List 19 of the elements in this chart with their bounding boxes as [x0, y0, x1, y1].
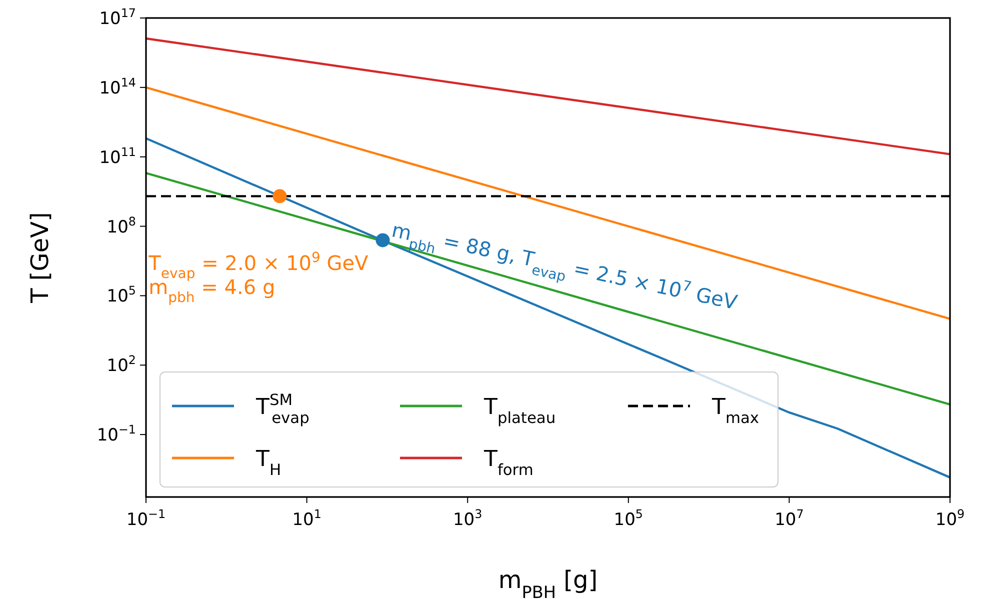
y-tick-label: 10$^{17}$ — [99, 6, 136, 29]
legend-label: T$_{max}$ — [711, 395, 759, 427]
x-tick-label: 10$^{5}$ — [614, 507, 644, 530]
x-tick-label: 10$^{7}$ — [774, 507, 804, 530]
x-tick-label: 10$^{1}$ — [292, 507, 322, 530]
y-tick-label: 10$^{5}$ — [106, 284, 136, 307]
y-tick-label: 10$^{11}$ — [99, 144, 136, 168]
y-axis-title: T [GeV] — [26, 212, 54, 304]
x-tick-label: 10$^{9}$ — [935, 507, 965, 530]
legend-label: T$_{plateau}$ — [483, 395, 556, 427]
x-tick-label: 10$^{−1}$ — [126, 507, 166, 530]
y-tick-label: 10$^{8}$ — [106, 214, 136, 238]
y-tick-label: 10$^{−1}$ — [96, 422, 136, 446]
x-tick-label: 10$^{3}$ — [452, 507, 482, 530]
y-tick-label: 10$^{2}$ — [106, 353, 136, 376]
x-axis-title: m$_{PBH}$ [g] — [498, 566, 598, 599]
y-tick-label: 10$^{14}$ — [99, 75, 136, 98]
legend-label: T$_{form}$ — [483, 447, 534, 479]
legend-label: T$_{H}$ — [255, 447, 282, 479]
